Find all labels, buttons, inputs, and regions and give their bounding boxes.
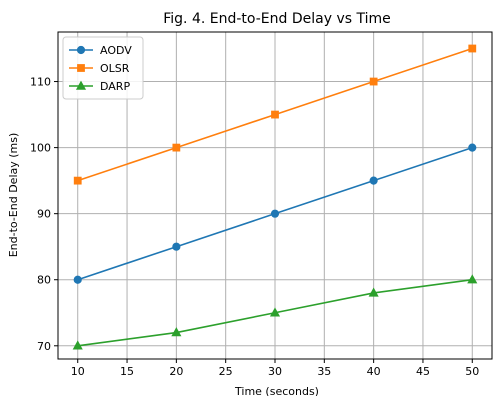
x-tick-label: 25: [219, 365, 233, 378]
data-point-darp: [269, 307, 281, 317]
legend-label: AODV: [100, 44, 132, 57]
axis-ticks: 10 15 20 25 30 35 40 45 50 70 80 90 100 110: [30, 76, 479, 378]
series-darp: [72, 274, 478, 350]
data-point-olsr: [369, 77, 378, 86]
series-aodv: [73, 143, 477, 284]
x-tick-label: 45: [416, 365, 430, 378]
legend-item-darp: DARP: [69, 80, 130, 93]
x-tick-label: 30: [268, 365, 282, 378]
data-point-aodv: [270, 209, 280, 218]
legend-label: OLSR: [100, 62, 130, 75]
y-tick-label: 70: [37, 340, 51, 353]
data-point-olsr: [271, 110, 279, 119]
data-point-olsr: [468, 44, 477, 53]
data-point-aodv: [468, 143, 477, 152]
x-tick-label: 15: [120, 365, 134, 378]
x-tick-label: 10: [71, 365, 85, 378]
legend-item-aodv: AODV: [69, 44, 132, 57]
legend-label: DARP: [100, 80, 130, 93]
x-tick-label: 40: [367, 365, 381, 378]
x-axis-label: Time (seconds): [234, 385, 319, 396]
data-point-aodv: [172, 242, 181, 251]
x-tick-label: 35: [317, 365, 331, 378]
data-point-darp: [368, 287, 379, 297]
legend-marker: [77, 64, 85, 72]
y-axis-label: End-to-End Delay (ms): [7, 133, 20, 258]
data-point-aodv: [369, 176, 378, 185]
data-point-aodv: [73, 275, 82, 284]
grid: [58, 32, 492, 359]
legend-marker: [76, 45, 86, 55]
series-olsr: [73, 44, 477, 185]
legend-marker: [75, 80, 87, 90]
y-tick-label: 80: [37, 274, 51, 287]
series-layer: [72, 44, 478, 350]
legend-item-olsr: OLSR: [69, 62, 130, 75]
data-point-darp: [171, 327, 182, 337]
x-tick-label: 50: [465, 365, 479, 378]
chart-title: Fig. 4. End-to-End Delay vs Time: [163, 11, 391, 27]
legend: AODV OLSR DARP: [62, 36, 144, 100]
data-point-olsr: [73, 176, 82, 185]
y-tick-label: 110: [30, 76, 51, 89]
x-tick-label: 20: [169, 365, 183, 378]
data-point-darp: [467, 274, 478, 284]
data-point-darp: [72, 340, 83, 350]
y-tick-label: 90: [37, 208, 51, 221]
data-point-olsr: [172, 143, 181, 152]
y-tick-label: 100: [30, 142, 51, 155]
